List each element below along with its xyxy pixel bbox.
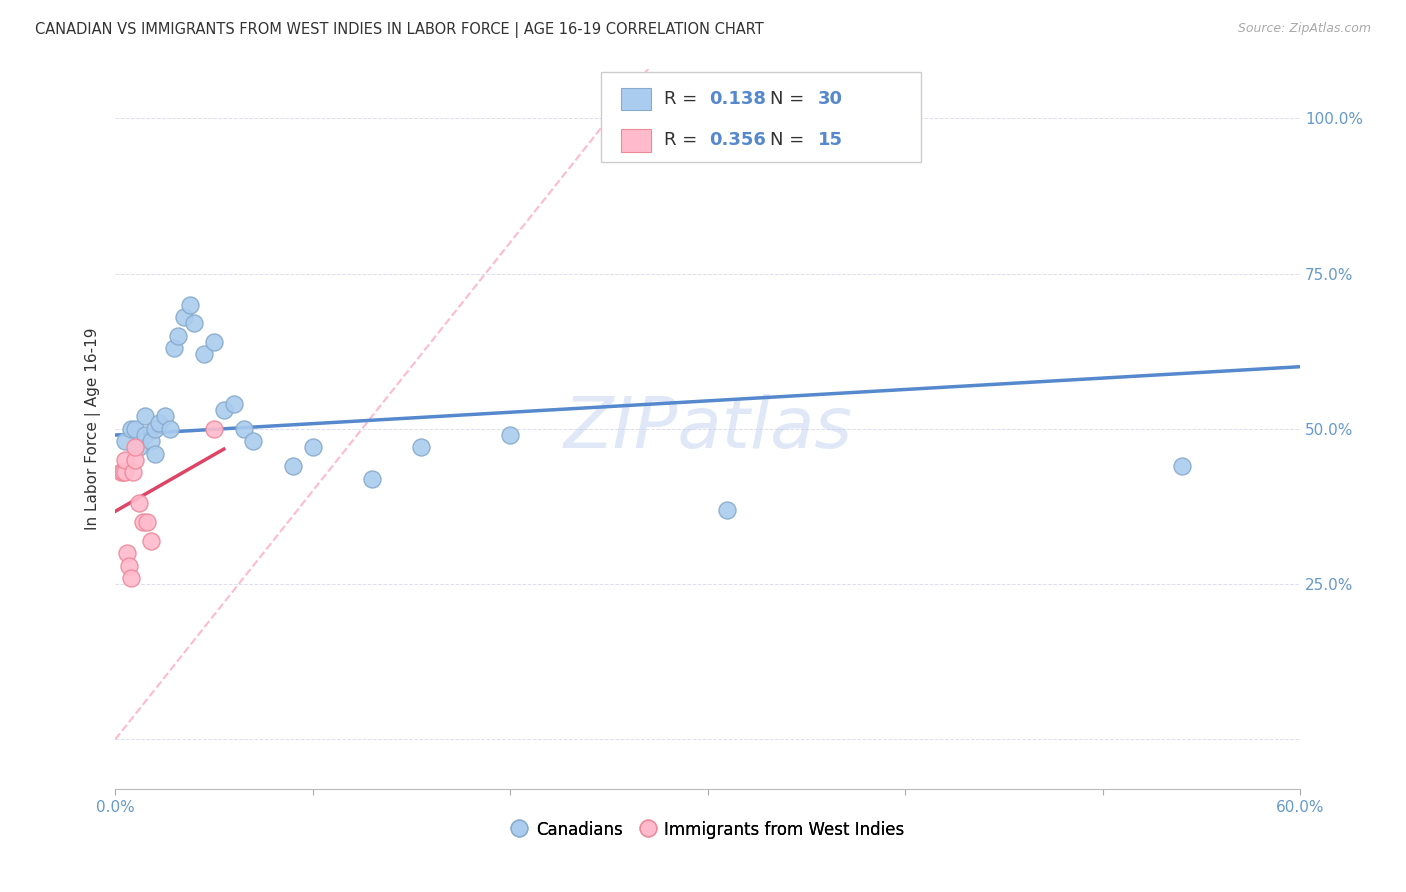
Point bbox=[202, 334, 225, 349]
Point bbox=[134, 428, 156, 442]
Point bbox=[163, 341, 186, 355]
Point bbox=[135, 515, 157, 529]
Text: 15: 15 bbox=[818, 131, 842, 149]
Point bbox=[120, 422, 142, 436]
Point bbox=[1170, 459, 1192, 474]
Point bbox=[193, 347, 215, 361]
Point bbox=[139, 533, 162, 548]
Point bbox=[120, 571, 142, 585]
Text: R =: R = bbox=[664, 131, 703, 149]
Point bbox=[112, 466, 135, 480]
Point bbox=[167, 328, 190, 343]
Text: 0.138: 0.138 bbox=[709, 90, 766, 108]
Legend: Canadians, Immigrants from West Indies: Canadians, Immigrants from West Indies bbox=[505, 814, 911, 846]
Point bbox=[716, 502, 738, 516]
Point bbox=[411, 441, 433, 455]
Point bbox=[122, 466, 145, 480]
Point bbox=[212, 403, 235, 417]
Point bbox=[183, 316, 205, 330]
Y-axis label: In Labor Force | Age 16-19: In Labor Force | Age 16-19 bbox=[86, 327, 101, 530]
Point bbox=[124, 441, 146, 455]
Text: N =: N = bbox=[770, 131, 810, 149]
Point bbox=[143, 422, 166, 436]
FancyBboxPatch shape bbox=[600, 72, 921, 162]
Point bbox=[115, 546, 138, 560]
Point bbox=[179, 297, 201, 311]
Point bbox=[132, 515, 155, 529]
Point bbox=[134, 409, 156, 424]
Point bbox=[114, 453, 136, 467]
Point bbox=[128, 496, 150, 510]
Point bbox=[118, 558, 141, 573]
Text: R =: R = bbox=[664, 90, 703, 108]
Point bbox=[242, 434, 264, 449]
Point bbox=[232, 422, 254, 436]
Point bbox=[139, 434, 162, 449]
Point bbox=[124, 453, 146, 467]
Point bbox=[128, 441, 150, 455]
Text: N =: N = bbox=[770, 90, 810, 108]
Point bbox=[124, 422, 146, 436]
Text: Source: ZipAtlas.com: Source: ZipAtlas.com bbox=[1237, 22, 1371, 36]
Point bbox=[148, 416, 170, 430]
Text: ZIPatlas: ZIPatlas bbox=[564, 394, 852, 463]
Text: 0.356: 0.356 bbox=[709, 131, 766, 149]
FancyBboxPatch shape bbox=[621, 129, 651, 152]
Point bbox=[301, 441, 323, 455]
Point bbox=[153, 409, 176, 424]
Point bbox=[281, 459, 304, 474]
Point bbox=[202, 422, 225, 436]
Point bbox=[143, 447, 166, 461]
Point bbox=[114, 466, 136, 480]
Point bbox=[110, 466, 132, 480]
Point bbox=[173, 310, 195, 324]
Point bbox=[114, 434, 136, 449]
Point bbox=[361, 471, 384, 485]
FancyBboxPatch shape bbox=[621, 87, 651, 111]
Point bbox=[159, 422, 181, 436]
Text: CANADIAN VS IMMIGRANTS FROM WEST INDIES IN LABOR FORCE | AGE 16-19 CORRELATION C: CANADIAN VS IMMIGRANTS FROM WEST INDIES … bbox=[35, 22, 763, 38]
Text: 30: 30 bbox=[818, 90, 842, 108]
Point bbox=[222, 397, 245, 411]
Point bbox=[499, 428, 522, 442]
